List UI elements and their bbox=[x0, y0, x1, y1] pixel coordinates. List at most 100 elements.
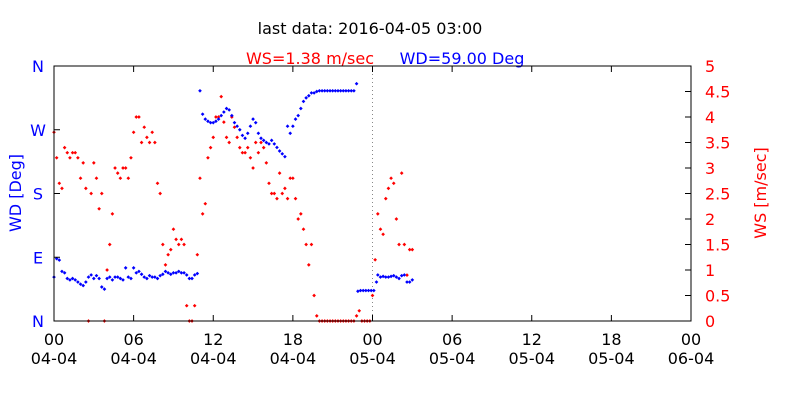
wd-point bbox=[356, 289, 360, 294]
ws-point bbox=[182, 242, 186, 247]
ws-point bbox=[184, 303, 189, 308]
wd-point bbox=[344, 88, 348, 93]
wd-point bbox=[259, 136, 263, 141]
ws-point bbox=[264, 161, 269, 165]
wd-point bbox=[168, 272, 173, 277]
ws-point bbox=[243, 150, 247, 155]
wd-point bbox=[73, 278, 78, 282]
ws-point bbox=[60, 186, 64, 191]
ws-point bbox=[78, 176, 83, 181]
wd-point bbox=[383, 275, 388, 279]
ws-point bbox=[405, 273, 409, 277]
ws-point bbox=[84, 186, 88, 191]
ws-point bbox=[237, 145, 242, 150]
x-tick-time: 00 bbox=[44, 330, 64, 349]
ws-point bbox=[70, 150, 75, 155]
ws-point bbox=[163, 263, 168, 267]
wd-point bbox=[361, 288, 366, 293]
wd-point bbox=[139, 272, 144, 277]
wd-point bbox=[256, 131, 261, 136]
wd-point bbox=[245, 131, 250, 136]
ws-point bbox=[192, 303, 197, 308]
wd-point bbox=[288, 131, 293, 136]
wd-point bbox=[375, 273, 380, 277]
wd-point bbox=[222, 110, 226, 114]
ws-point bbox=[375, 212, 380, 216]
ws-series bbox=[52, 94, 415, 323]
ws-point bbox=[211, 135, 216, 140]
wd-point bbox=[113, 275, 117, 279]
ws-point bbox=[306, 263, 311, 267]
ws-point bbox=[216, 115, 221, 119]
wd-point bbox=[129, 276, 133, 281]
ws-tick-label: 2 bbox=[705, 210, 715, 229]
x-tick-time: 00 bbox=[362, 330, 382, 349]
ws-point bbox=[168, 247, 173, 252]
wd-point bbox=[134, 270, 139, 275]
wd-point bbox=[206, 119, 210, 124]
wd-point bbox=[407, 280, 412, 284]
ws-tick-label: 1.5 bbox=[705, 236, 730, 255]
x-tick-date: 05-04 bbox=[429, 349, 476, 368]
wd-point bbox=[190, 276, 194, 281]
wd-point bbox=[91, 276, 96, 281]
ws-point bbox=[155, 181, 160, 186]
ws-point bbox=[99, 191, 104, 196]
ws-point bbox=[296, 217, 301, 221]
wd-point bbox=[251, 117, 255, 121]
ws-point bbox=[123, 166, 128, 170]
ws-axis: 0 0.5 1 1.5 2 2.5 3 3.5 4 4.5 5 bbox=[685, 57, 730, 331]
ws-point bbox=[174, 237, 178, 242]
ws-point bbox=[285, 196, 290, 201]
ws-point bbox=[54, 155, 59, 160]
wd-point bbox=[192, 273, 197, 277]
ws-point bbox=[280, 191, 285, 196]
wd-series bbox=[52, 81, 415, 294]
ws-point bbox=[160, 242, 165, 247]
ws-point bbox=[195, 252, 200, 257]
ws-tick-label: 5 bbox=[705, 57, 715, 76]
ws-point bbox=[110, 212, 115, 216]
wd-point bbox=[371, 288, 376, 293]
ws-point bbox=[105, 268, 109, 272]
x-tick-date: 04-04 bbox=[110, 349, 157, 368]
wd-point bbox=[203, 117, 208, 121]
wd-tick-label: N bbox=[32, 312, 44, 331]
ws-point bbox=[139, 140, 144, 145]
wd-point bbox=[216, 117, 221, 121]
ws-point bbox=[200, 212, 205, 216]
wd-point bbox=[147, 273, 152, 278]
wd-point bbox=[364, 288, 368, 293]
wd-point bbox=[99, 285, 104, 289]
wd-point bbox=[158, 273, 163, 278]
ws-point bbox=[176, 242, 181, 247]
wd-point bbox=[394, 275, 399, 279]
wd-point bbox=[150, 275, 155, 279]
wd-tick-label: S bbox=[33, 185, 43, 204]
wd-point bbox=[369, 288, 374, 293]
ws-point bbox=[256, 150, 261, 155]
wd-point bbox=[76, 280, 80, 284]
ws-point bbox=[179, 237, 184, 242]
ws-point bbox=[309, 242, 314, 247]
wd-point bbox=[283, 154, 287, 159]
wd-point bbox=[264, 140, 269, 145]
wd-point bbox=[291, 124, 295, 129]
wd-point bbox=[176, 269, 181, 274]
ws-point bbox=[277, 171, 282, 175]
wd-point bbox=[314, 89, 319, 94]
ws-point bbox=[370, 293, 375, 298]
ws-tick-label: 2.5 bbox=[705, 185, 730, 204]
ws-point bbox=[57, 181, 62, 186]
ws-point bbox=[68, 155, 72, 160]
ws-axis-label: WS [m/sec] bbox=[751, 147, 770, 239]
wd-point bbox=[89, 273, 93, 277]
ws-point bbox=[381, 232, 385, 237]
ws-point bbox=[89, 191, 93, 196]
wd-point bbox=[163, 269, 168, 274]
wd-point bbox=[229, 113, 234, 118]
wd-point bbox=[267, 142, 271, 146]
wd-point bbox=[399, 273, 404, 278]
wd-point bbox=[298, 106, 303, 111]
